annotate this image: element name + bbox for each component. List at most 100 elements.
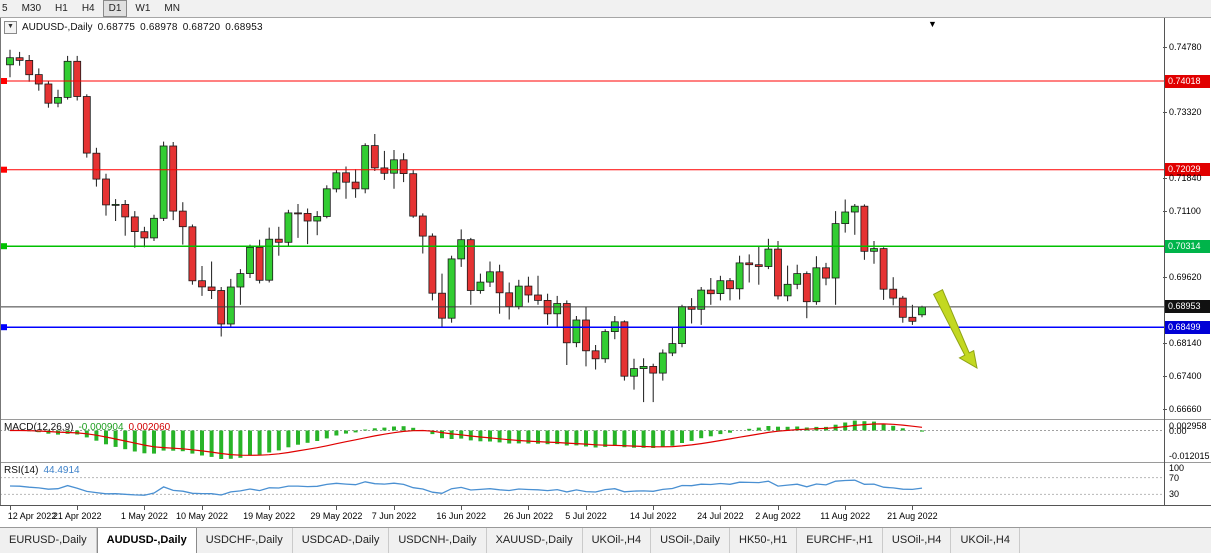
timeframe-button-5[interactable]: 5 bbox=[2, 3, 8, 14]
date-axis-tick bbox=[336, 506, 338, 510]
chart-tab-ukoil-h4[interactable]: UKOil-,H4 bbox=[951, 528, 1020, 553]
price-tick-label: 0.67400 bbox=[1169, 370, 1202, 381]
timeframe-button-D1[interactable]: D1 bbox=[102, 0, 128, 17]
chart-tab-eurchf-h1[interactable]: EURCHF-,H1 bbox=[797, 528, 883, 553]
date-tick-label: 21 Aug 2022 bbox=[887, 511, 938, 521]
macd-axis-label: 0.00 bbox=[1169, 425, 1187, 436]
price-tick-label: 0.74780 bbox=[1169, 41, 1202, 52]
rsi-pane-chart[interactable] bbox=[0, 463, 1164, 505]
price-axis-tick bbox=[1163, 409, 1167, 411]
rsi-indicator-label: RSI(14) 44.4914 bbox=[4, 465, 80, 476]
open-value: 0.68775 bbox=[97, 22, 136, 33]
chart-tab-usoil-daily[interactable]: USOil-,Daily bbox=[651, 528, 730, 553]
date-tick-label: 16 Jun 2022 bbox=[436, 511, 486, 521]
date-axis-tick bbox=[461, 506, 463, 510]
price-axis-tick bbox=[1163, 277, 1167, 279]
date-tick-label: 2 Aug 2022 bbox=[755, 511, 801, 521]
chart-title: ▼ AUDUSD-,Daily 0.68775 0.68978 0.68720 … bbox=[4, 21, 263, 34]
date-axis-tick bbox=[144, 506, 146, 510]
price-level-badge: 0.72029 bbox=[1165, 163, 1210, 177]
pane-divider[interactable] bbox=[0, 462, 1211, 463]
chart-tab-hk50-h1[interactable]: HK50-,H1 bbox=[730, 528, 798, 553]
chart-shift-marker-icon[interactable]: ▼ bbox=[928, 19, 937, 29]
date-tick-label: 24 Jul 2022 bbox=[697, 511, 744, 521]
high-value: 0.68978 bbox=[140, 22, 178, 33]
chart-tab-usoil-h4[interactable]: USOil-,H4 bbox=[883, 528, 952, 553]
chart-tab-xauusd-daily[interactable]: XAUUSD-,Daily bbox=[487, 528, 583, 553]
date-tick-label: 5 Jul 2022 bbox=[565, 511, 607, 521]
price-tick-label: 0.73320 bbox=[1169, 106, 1202, 117]
price-level-badge: 0.68953 bbox=[1165, 300, 1210, 314]
date-tick-label: 7 Jun 2022 bbox=[371, 511, 417, 521]
timeframe-button-W1[interactable]: W1 bbox=[135, 3, 151, 14]
date-tick-label: 1 May 2022 bbox=[120, 511, 168, 521]
pane-divider[interactable] bbox=[0, 419, 1211, 420]
chart-tab-usdcnh-daily[interactable]: USDCNH-,Daily bbox=[389, 528, 487, 553]
close-value: 0.68953 bbox=[225, 22, 263, 33]
chart-tab-usdchf-daily[interactable]: USDCHF-,Daily bbox=[197, 528, 293, 553]
timeframe-button-M30[interactable]: M30 bbox=[21, 3, 42, 14]
macd-axis-label: -0.012015 bbox=[1169, 451, 1210, 461]
date-tick-label: 29 May 2022 bbox=[310, 511, 363, 521]
timeframe-toolbar: 5 M30 H1 H4 D1 W1 MN bbox=[0, 0, 1211, 18]
macd-indicator-label: MACD(12,26,9) -0.000904 0.002060 bbox=[4, 422, 170, 433]
price-axis-tick bbox=[1163, 178, 1167, 180]
price-tick-label: 0.66660 bbox=[1169, 403, 1202, 414]
date-tick-label: 14 Jul 2022 bbox=[629, 511, 677, 521]
macd-signal-value: 0.002060 bbox=[128, 422, 171, 433]
price-tick-label: 0.71840 bbox=[1169, 172, 1202, 183]
date-axis-tick bbox=[10, 506, 11, 510]
chart-area: ▼ AUDUSD-,Daily 0.68775 0.68978 0.68720 … bbox=[0, 18, 1211, 527]
timeframe-button-MN[interactable]: MN bbox=[164, 3, 180, 14]
date-axis-tick bbox=[269, 506, 271, 510]
date-axis-tick bbox=[653, 506, 655, 510]
chart-tab-audusd-daily[interactable]: AUDUSD-,Daily bbox=[96, 528, 197, 553]
date-axis-tick bbox=[845, 506, 847, 510]
chart-tab-ukoil-h4[interactable]: UKOil-,H4 bbox=[583, 528, 652, 553]
macd-axis-label: 0.002958 bbox=[1169, 421, 1207, 431]
date-axis-tick bbox=[77, 506, 79, 510]
date-axis-tick bbox=[778, 506, 779, 510]
date-tick-label: 19 May 2022 bbox=[243, 511, 296, 521]
date-axis-tick bbox=[586, 506, 587, 510]
chart-left-border bbox=[0, 18, 1, 505]
macd-pane-chart[interactable] bbox=[0, 420, 1164, 462]
chart-tab-bar: EURUSD-,Daily AUDUSD-,Daily USDCHF-,Daily U… bbox=[0, 527, 1211, 553]
price-axis-tick bbox=[1163, 47, 1167, 48]
rsi-axis-label: 30 bbox=[1169, 489, 1180, 500]
date-axis-tick bbox=[202, 506, 203, 510]
price-tick-label: 0.68140 bbox=[1169, 337, 1202, 348]
price-tick-label: 0.71100 bbox=[1169, 205, 1201, 216]
macd-name: MACD(12,26,9) bbox=[4, 422, 74, 433]
date-axis-tick bbox=[720, 506, 722, 510]
price-tick-label: 0.69620 bbox=[1169, 271, 1202, 282]
rsi-axis-label: 100 bbox=[1169, 463, 1185, 473]
price-axis-tick bbox=[1163, 211, 1167, 213]
price-axis-tick bbox=[1163, 112, 1167, 114]
timeframe-button-H4[interactable]: H4 bbox=[81, 3, 95, 14]
chart-tab-usdcad-daily[interactable]: USDCAD-,Daily bbox=[293, 528, 390, 553]
symbol-dropdown-icon[interactable]: ▼ bbox=[4, 21, 17, 34]
price-axis[interactable]: 0.74780 0.74018 0.73320 0.72029 0.71840 0.711… bbox=[1163, 18, 1211, 505]
date-tick-label: 12 Apr 2022 bbox=[7, 511, 57, 521]
date-tick-label: 21 Apr 2022 bbox=[52, 511, 102, 521]
rsi-value: 44.4914 bbox=[43, 465, 80, 476]
price-level-badge: 0.70314 bbox=[1165, 239, 1210, 253]
price-pane-chart[interactable] bbox=[0, 18, 1164, 419]
time-axis-line bbox=[0, 505, 1211, 506]
price-axis-tick bbox=[1163, 343, 1167, 345]
macd-main-value: -0.000904 bbox=[78, 422, 124, 433]
rsi-axis-label: 70 bbox=[1169, 472, 1180, 483]
date-tick-label: 26 Jun 2022 bbox=[503, 511, 554, 521]
chart-tab-eurusd-daily[interactable]: EURUSD-,Daily bbox=[0, 528, 97, 553]
date-axis-tick bbox=[394, 506, 395, 510]
low-value: 0.68720 bbox=[182, 22, 221, 33]
timeframe-button-H1[interactable]: H1 bbox=[55, 3, 68, 14]
price-level-badge: 0.74018 bbox=[1165, 74, 1210, 88]
symbol-period-label: AUDUSD-,Daily bbox=[22, 22, 93, 33]
rsi-name: RSI(14) bbox=[4, 465, 39, 476]
price-level-badge: 0.68499 bbox=[1165, 320, 1210, 334]
date-tick-label: 10 May 2022 bbox=[175, 511, 229, 521]
date-axis[interactable]: 12 Apr 2022 21 Apr 2022 1 May 2022 10 May 2… bbox=[0, 506, 1211, 527]
